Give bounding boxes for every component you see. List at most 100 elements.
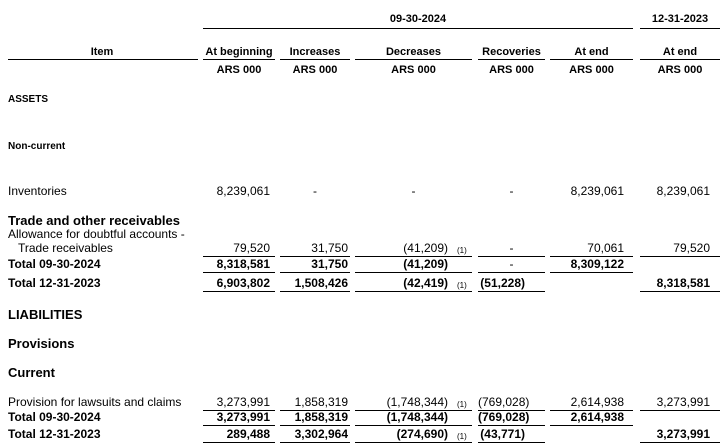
underline [280,291,350,292]
underline [640,291,720,292]
footnote-mark: (1) [457,432,467,441]
rule [640,28,720,29]
cell: 1,858,319 [294,395,348,409]
cell: 3,273,991 [216,410,270,424]
cell: (769,028) [478,395,530,409]
row-label: LIABILITIES [8,307,83,322]
cell: 31,750 [311,241,348,255]
row-label: Provisions [8,336,75,351]
rule [550,59,633,60]
underline [640,442,720,443]
row-label: Total 09-30-2024 [8,410,101,424]
cell: 79,520 [673,241,710,255]
cell: - [509,257,514,271]
underline [355,272,472,273]
underline [203,291,275,292]
cell: (42,419) [403,276,448,290]
cell: 3,273,991 [216,395,270,409]
row-label: Provision for lawsuits and claims [8,395,182,409]
column-header: At end [662,46,698,58]
cell: 8,309,122 [570,257,624,271]
cell: (43,771) [480,427,525,441]
cell: 79,520 [233,241,270,255]
cell: (769,028) [478,410,530,424]
cell: 70,061 [587,241,624,255]
underline [355,291,472,292]
row-label: Allowance for doubtful accounts - [8,227,185,241]
row-label: Current [8,365,55,380]
footnote-mark: (1) [457,400,467,409]
column-unit: ARS 000 [569,64,614,76]
rule [640,59,720,60]
underline [478,425,545,426]
cell: 6,903,802 [216,276,270,290]
cell: 8,239,061 [570,184,624,198]
cell: - [509,241,514,255]
underline [203,410,275,411]
underline [640,256,720,257]
cell: 1,858,319 [294,410,348,424]
underline [478,291,545,292]
underline [550,256,633,257]
cell: 2,614,938 [570,410,624,424]
cell: (1,748,344) [386,395,448,409]
underline [280,425,350,426]
row-label: Total 12-31-2023 [8,276,101,290]
row-label: Total 12-31-2023 [8,427,101,441]
cell: (41,209) [403,241,448,255]
row-label: Inventories [8,184,67,198]
cell: 3,273,991 [656,427,710,441]
column-header: At end [574,46,609,58]
underline [280,410,350,411]
underline [203,272,275,273]
underline [280,272,350,273]
underline [203,256,275,257]
cell: 289,488 [226,427,270,441]
cell: 3,302,964 [294,427,348,441]
underline [203,425,275,426]
cell: 8,318,581 [656,276,710,290]
rule [355,59,472,60]
underline [355,425,472,426]
column-header: Recoveries [482,46,541,58]
cell: 2,614,938 [570,395,624,409]
cell: 8,239,061 [216,184,270,198]
row-label: ASSETS [8,94,49,105]
underline [478,442,545,443]
column-unit: ARS 000 [657,64,703,76]
period-label: 09-30-2024 [389,13,447,25]
underline [640,410,720,411]
rule [280,59,350,60]
cell: 8,318,581 [216,257,270,271]
column-unit: ARS 000 [391,64,436,76]
row-label: Total 09-30-2024 [8,257,101,271]
column-unit: ARS 000 [216,64,262,76]
column-header: Increases [289,46,341,58]
rule [478,59,545,60]
underline [355,410,472,411]
cell: (1,748,344) [386,410,448,424]
cell: 1,508,426 [294,276,348,290]
cell: 8,239,061 [656,184,710,198]
cell: - [313,184,317,198]
underline [478,410,545,411]
underline [478,272,545,273]
cell: (51,228) [480,276,525,290]
footnote-mark: (1) [457,281,467,290]
cell: 3,273,991 [656,395,710,409]
underline [280,442,350,443]
column-unit: ARS 000 [489,64,534,76]
underline [355,256,472,257]
underline [550,410,633,411]
rule [203,28,633,29]
cell: (274,690) [396,427,448,441]
underline [203,442,275,443]
underline [550,272,633,273]
footnote-mark: (1) [457,246,467,255]
underline [280,256,350,257]
row-label: Trade receivables [18,241,113,255]
cell: (41,209) [403,257,448,271]
cell: - [509,184,514,198]
column-header: Decreases [385,46,442,58]
